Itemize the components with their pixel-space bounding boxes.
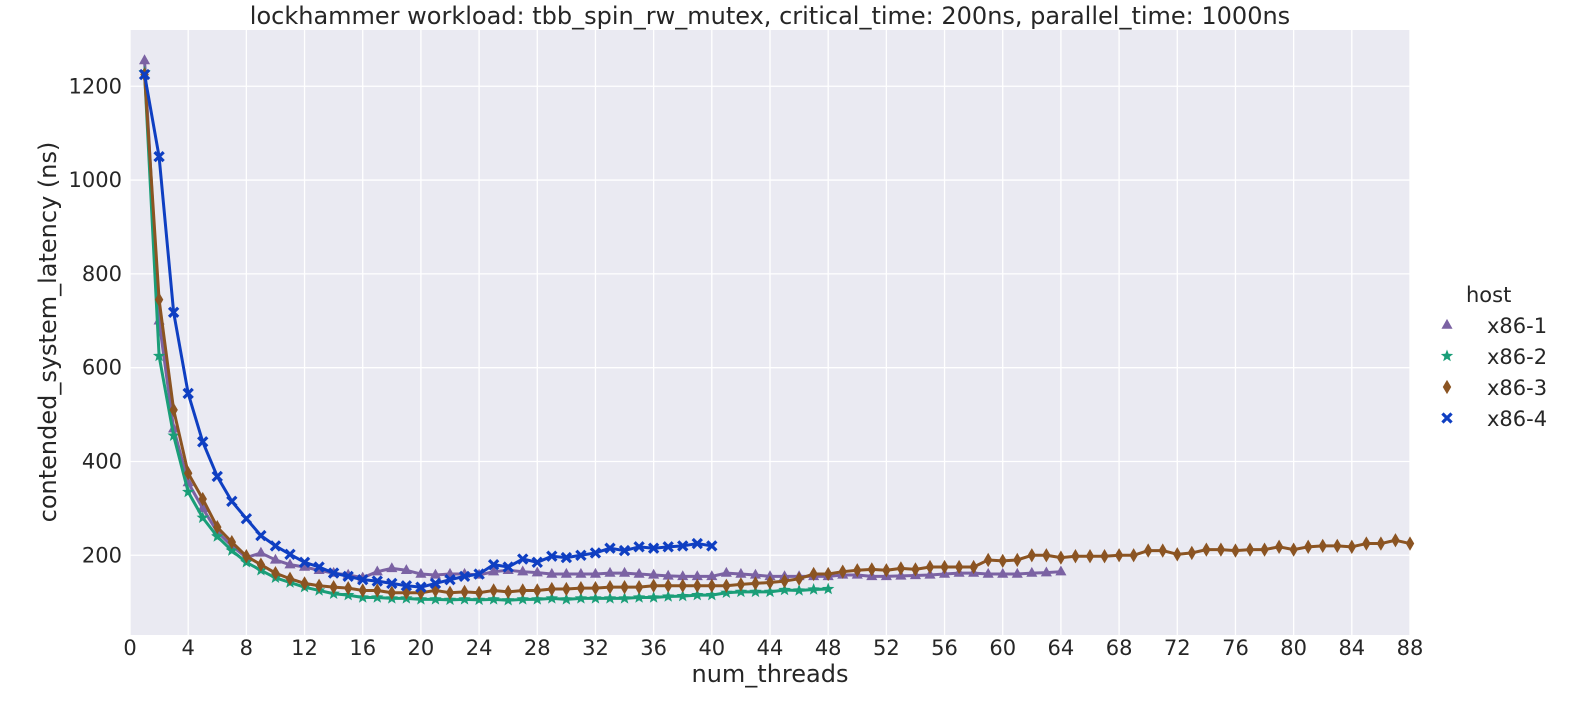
y-tick-label: 1200 <box>69 74 122 98</box>
x-tick-label: 4 <box>181 636 194 660</box>
x-axis-ticks: 0 4 8 12 16 20 24 28 32 36 40 44 48 52 56 60 64 68 72 76 80 8… <box>123 636 1423 660</box>
x-tick-label: 48 <box>815 636 842 660</box>
y-axis-label: contended_system_latency (ns) <box>34 142 62 523</box>
x-axis-label: num_threads <box>692 660 849 688</box>
x-tick-label: 80 <box>1280 636 1307 660</box>
x-tick-label: 36 <box>640 636 667 660</box>
x-tick-label: 84 <box>1338 636 1365 660</box>
legend-label-x86-1: x86-1 <box>1487 314 1547 338</box>
x-tick-label: 72 <box>1164 636 1191 660</box>
legend-label-x86-2: x86-2 <box>1487 345 1547 369</box>
x-tick-label: 40 <box>698 636 725 660</box>
x-tick-label: 24 <box>466 636 493 660</box>
legend-marker-x86-4 <box>1442 413 1451 422</box>
x-tick-label: 28 <box>524 636 551 660</box>
x-tick-label: 88 <box>1397 636 1424 660</box>
x-tick-label: 56 <box>931 636 958 660</box>
x-tick-label: 76 <box>1222 636 1249 660</box>
x-tick-label: 64 <box>1048 636 1075 660</box>
legend-marker-x86-1 <box>1441 319 1452 329</box>
x-tick-label: 68 <box>1106 636 1133 660</box>
x-tick-label: 16 <box>349 636 376 660</box>
legend-label-x86-3: x86-3 <box>1487 376 1547 400</box>
x-tick-label: 44 <box>757 636 784 660</box>
x-tick-label: 32 <box>582 636 609 660</box>
x-tick-label: 52 <box>873 636 900 660</box>
x-tick-label: 60 <box>989 636 1016 660</box>
legend: host x86-1 x86-2 x86-3 x86-4 <box>1441 283 1547 431</box>
y-tick-label: 600 <box>82 356 122 380</box>
legend-marker-x86-2 <box>1441 350 1453 362</box>
y-tick-label: 800 <box>82 262 122 286</box>
chart-title: lockhammer workload: tbb_spin_rw_mutex, … <box>250 2 1290 30</box>
y-tick-label: 400 <box>82 449 122 473</box>
legend-title: host <box>1466 283 1511 307</box>
x-tick-label: 8 <box>240 636 253 660</box>
x-tick-label: 20 <box>408 636 435 660</box>
y-tick-label: 1000 <box>69 168 122 192</box>
legend-label-x86-4: x86-4 <box>1487 407 1547 431</box>
x-tick-label: 0 <box>123 636 136 660</box>
y-tick-label: 200 <box>82 543 122 567</box>
x-tick-label: 12 <box>291 636 318 660</box>
legend-marker-x86-3 <box>1443 380 1451 394</box>
y-axis-ticks: 200 400 600 800 1000 1200 <box>69 74 122 567</box>
